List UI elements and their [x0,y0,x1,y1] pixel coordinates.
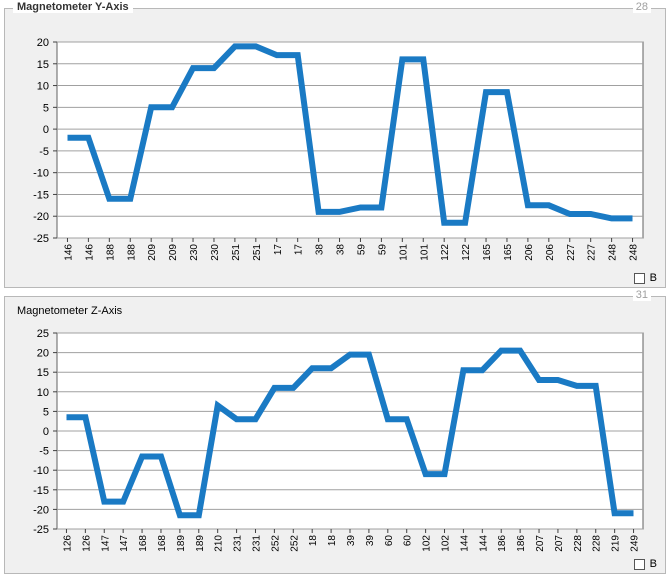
x-tick-label: 227 [587,244,598,261]
x-tick-label: 248 [629,244,640,261]
series-line [67,43,633,226]
x-tick-label: 230 [210,244,221,261]
y-tick-label: 15 [37,59,49,71]
magnetometer-y-chart: 20 15 10 5 0 -5 -10 -15 -20 -25 146 146 188 188 209 209… [33,37,644,261]
y-tick-label: -25 [33,524,49,536]
x-tick-label: 102 [441,535,452,552]
y-tick-label: -5 [39,446,49,458]
x-tick-label: 186 [497,535,508,552]
legend-checkbox[interactable] [633,272,645,284]
x-tick-label: 252 [270,535,281,552]
x-tick-label: 228 [573,535,584,552]
x-tick-label: 251 [231,244,242,261]
x-tick-label: 207 [535,535,546,552]
y-tick-label: 0 [43,124,49,136]
x-tick-label: 38 [336,244,347,256]
y-tick-label: 10 [37,81,49,93]
legend-label: B [649,272,657,284]
x-tick-label: 101 [419,244,430,261]
x-tick-label: 251 [252,244,263,261]
x-tick-label: 147 [119,535,130,552]
x-tick-label: 101 [398,244,409,261]
x-tick-label: 189 [176,535,187,552]
x-tick-label: 168 [157,535,168,552]
y-tick-label: -20 [33,211,49,223]
legend-checkbox[interactable] [633,558,645,570]
x-tick-label: 230 [189,244,200,261]
x-tick-label: 146 [63,244,74,261]
y-tick-label: -15 [33,189,49,201]
y-tick-label: 25 [37,328,49,340]
x-tick-label: 144 [478,535,489,552]
y-tick-label: 5 [43,102,49,114]
x-tick-label: 248 [608,244,619,261]
x-tick-label: 60 [403,535,414,547]
magnetometer-y-panel: Magnetometer Y-Axis 28 20 15 10 5 0 -5 -10 -15 -… [4,1,666,288]
x-tick-label: 17 [273,244,284,256]
x-tick-label: 231 [251,535,262,552]
x-tick-label: 188 [126,244,137,261]
x-tick-label: 228 [592,535,603,552]
x-tick-label: 126 [81,535,92,552]
x-tick-label: 249 [630,535,641,552]
panel-title: Magnetometer Z-Axis [17,305,123,317]
x-tick-label: 59 [356,244,367,256]
legend: B [633,272,657,284]
x-tick-label: 219 [611,535,622,552]
x-tick-label: 231 [233,535,244,552]
panel-title: Magnetometer Y-Axis [13,1,133,13]
x-tick-label: 17 [294,244,305,256]
x-tick-label: 168 [138,535,149,552]
y-tick-label: -10 [33,168,49,180]
y-tick-label: -10 [33,465,49,477]
x-tick-label: 227 [566,244,577,261]
y-tick-label: 20 [37,348,49,360]
y-tick-label: 10 [37,387,49,399]
legend-label: B [649,558,657,570]
x-tick-label: 102 [422,535,433,552]
x-tick-label: 146 [84,244,95,261]
x-tick-label: 165 [482,244,493,261]
y-tick-label: -15 [33,485,49,497]
x-tick-label: 122 [440,244,451,261]
x-tick-label: 165 [503,244,514,261]
panel-number: 31 [632,289,651,301]
magnetometer-z-panel: Magnetometer Z-Axis 31 25 20 15 10 5 0 -5 -10 -1… [4,289,666,574]
x-tick-label: 144 [459,535,470,552]
x-tick-label: 206 [524,244,535,261]
x-tick-label: 39 [365,535,376,547]
panel-number: 28 [632,1,651,13]
y-tick-label: 0 [43,426,49,438]
x-tick-label: 60 [384,535,395,547]
x-tick-label: 126 [62,535,73,552]
y-tick-label: 20 [37,37,49,49]
x-tick-label: 18 [327,535,338,547]
x-tick-label: 189 [195,535,206,552]
x-tick-label: 188 [105,244,116,261]
magnetometer-z-chart: 25 20 15 10 5 0 -5 -10 -15 -20 -25 126 126 147 147 168 1… [33,328,644,552]
y-tick-label: -25 [33,233,49,245]
legend: B [633,558,657,570]
x-tick-label: 209 [147,244,158,261]
y-tick-label: 15 [37,367,49,379]
x-tick-label: 38 [315,244,326,256]
x-tick-label: 39 [346,535,357,547]
x-tick-label: 122 [461,244,472,261]
x-tick-label: 207 [554,535,565,552]
x-tick-label: 210 [214,535,225,552]
x-tick-label: 206 [545,244,556,261]
x-tick-label: 18 [308,535,319,547]
x-tick-label: 59 [377,244,388,256]
y-tick-label: 5 [43,406,49,418]
x-tick-label: 186 [516,535,527,552]
x-tick-label: 209 [168,244,179,261]
x-tick-label: 252 [289,535,300,552]
x-tick-label: 147 [100,535,111,552]
y-tick-label: -20 [33,504,49,516]
y-tick-label: -5 [39,146,49,158]
